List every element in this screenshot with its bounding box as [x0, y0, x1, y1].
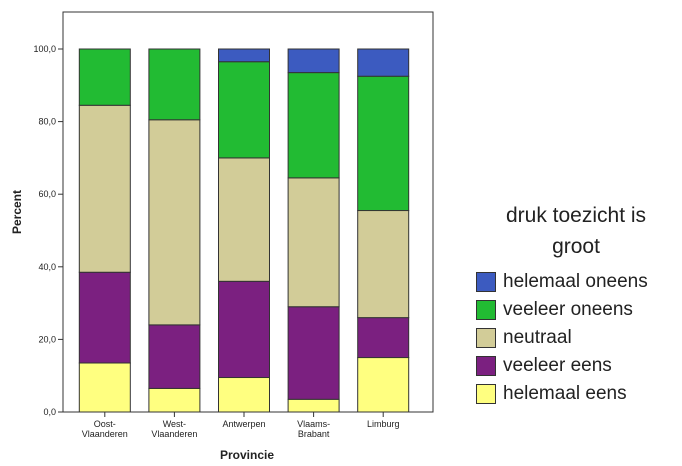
bar-segment — [148, 387, 201, 413]
legend-swatch — [476, 356, 496, 376]
bar-segment — [357, 357, 410, 413]
y-axis: 0,0 20,0 40,0 60,0 80,0 100,0 — [33, 44, 63, 417]
bar-segment — [357, 48, 410, 77]
bar-segment — [78, 48, 131, 106]
legend-item: helemaal eens — [476, 380, 676, 408]
legend: druk toezicht is groot helemaal oneens ve… — [476, 200, 676, 408]
x-tick-label: Limburg — [367, 419, 400, 429]
legend-label: veeleer oneens — [503, 299, 633, 320]
y-tick-label: 100,0 — [33, 44, 56, 54]
legend-item: veeleer eens — [476, 352, 676, 380]
bar-segment — [78, 362, 131, 413]
bar-segment — [218, 377, 270, 413]
legend-item: veeleer oneens — [476, 296, 676, 324]
bar-segment — [287, 72, 340, 179]
legend-label: helemaal oneens — [503, 271, 648, 292]
bar-segment — [148, 48, 201, 121]
x-tick-label: West-Vlaanderen — [151, 419, 197, 439]
x-tick-label: Oost-Vlaanderen — [82, 419, 128, 439]
bar-segment — [218, 48, 270, 63]
bar-segment — [357, 75, 410, 212]
y-tick-label: 40,0 — [38, 262, 56, 272]
y-tick-label: 20,0 — [38, 334, 56, 344]
bar-segment — [287, 48, 340, 74]
bar-segment — [287, 398, 340, 413]
legend-title-line-2: groot — [552, 235, 600, 258]
x-tick-label: Antwerpen — [222, 419, 265, 429]
bar-segment — [357, 317, 410, 359]
legend-label: neutraal — [503, 327, 572, 348]
bar-segment — [148, 324, 201, 389]
bar-segment — [148, 119, 201, 326]
bar-segment — [357, 210, 410, 319]
legend-swatch — [476, 300, 496, 320]
bar-segment — [287, 177, 340, 308]
bar-segment — [218, 157, 270, 282]
y-axis-title: Percent — [10, 190, 24, 234]
y-tick-label: 60,0 — [38, 189, 56, 199]
bar-segment — [218, 280, 270, 379]
x-axis-title: Provincie — [220, 448, 274, 462]
bar-segment — [287, 306, 340, 400]
x-axis: Oost-Vlaanderen West-Vlaanderen Antwerpen V… — [82, 412, 400, 439]
bar-segment — [218, 61, 270, 159]
legend-item: neutraal — [476, 324, 676, 352]
legend-title-line-1: druk toezicht is — [505, 204, 647, 227]
legend-swatch — [476, 272, 496, 292]
bars-layer — [78, 48, 410, 413]
legend-label: veeleer eens — [503, 355, 612, 376]
bar-segment — [78, 104, 131, 273]
legend-label: helemaal eens — [503, 383, 627, 404]
legend-item: helemaal oneens — [476, 268, 676, 296]
y-tick-label: 0,0 — [43, 407, 56, 417]
y-tick-label: 80,0 — [38, 117, 56, 127]
x-tick-label: Vlaams-Brabant — [297, 419, 330, 439]
legend-swatch — [476, 328, 496, 348]
bar-segment — [78, 271, 131, 364]
legend-title: druk toezicht is groot — [476, 200, 676, 262]
legend-swatch — [476, 384, 496, 404]
legend-items: helemaal oneens veeleer oneens neutraal vee… — [476, 268, 676, 408]
